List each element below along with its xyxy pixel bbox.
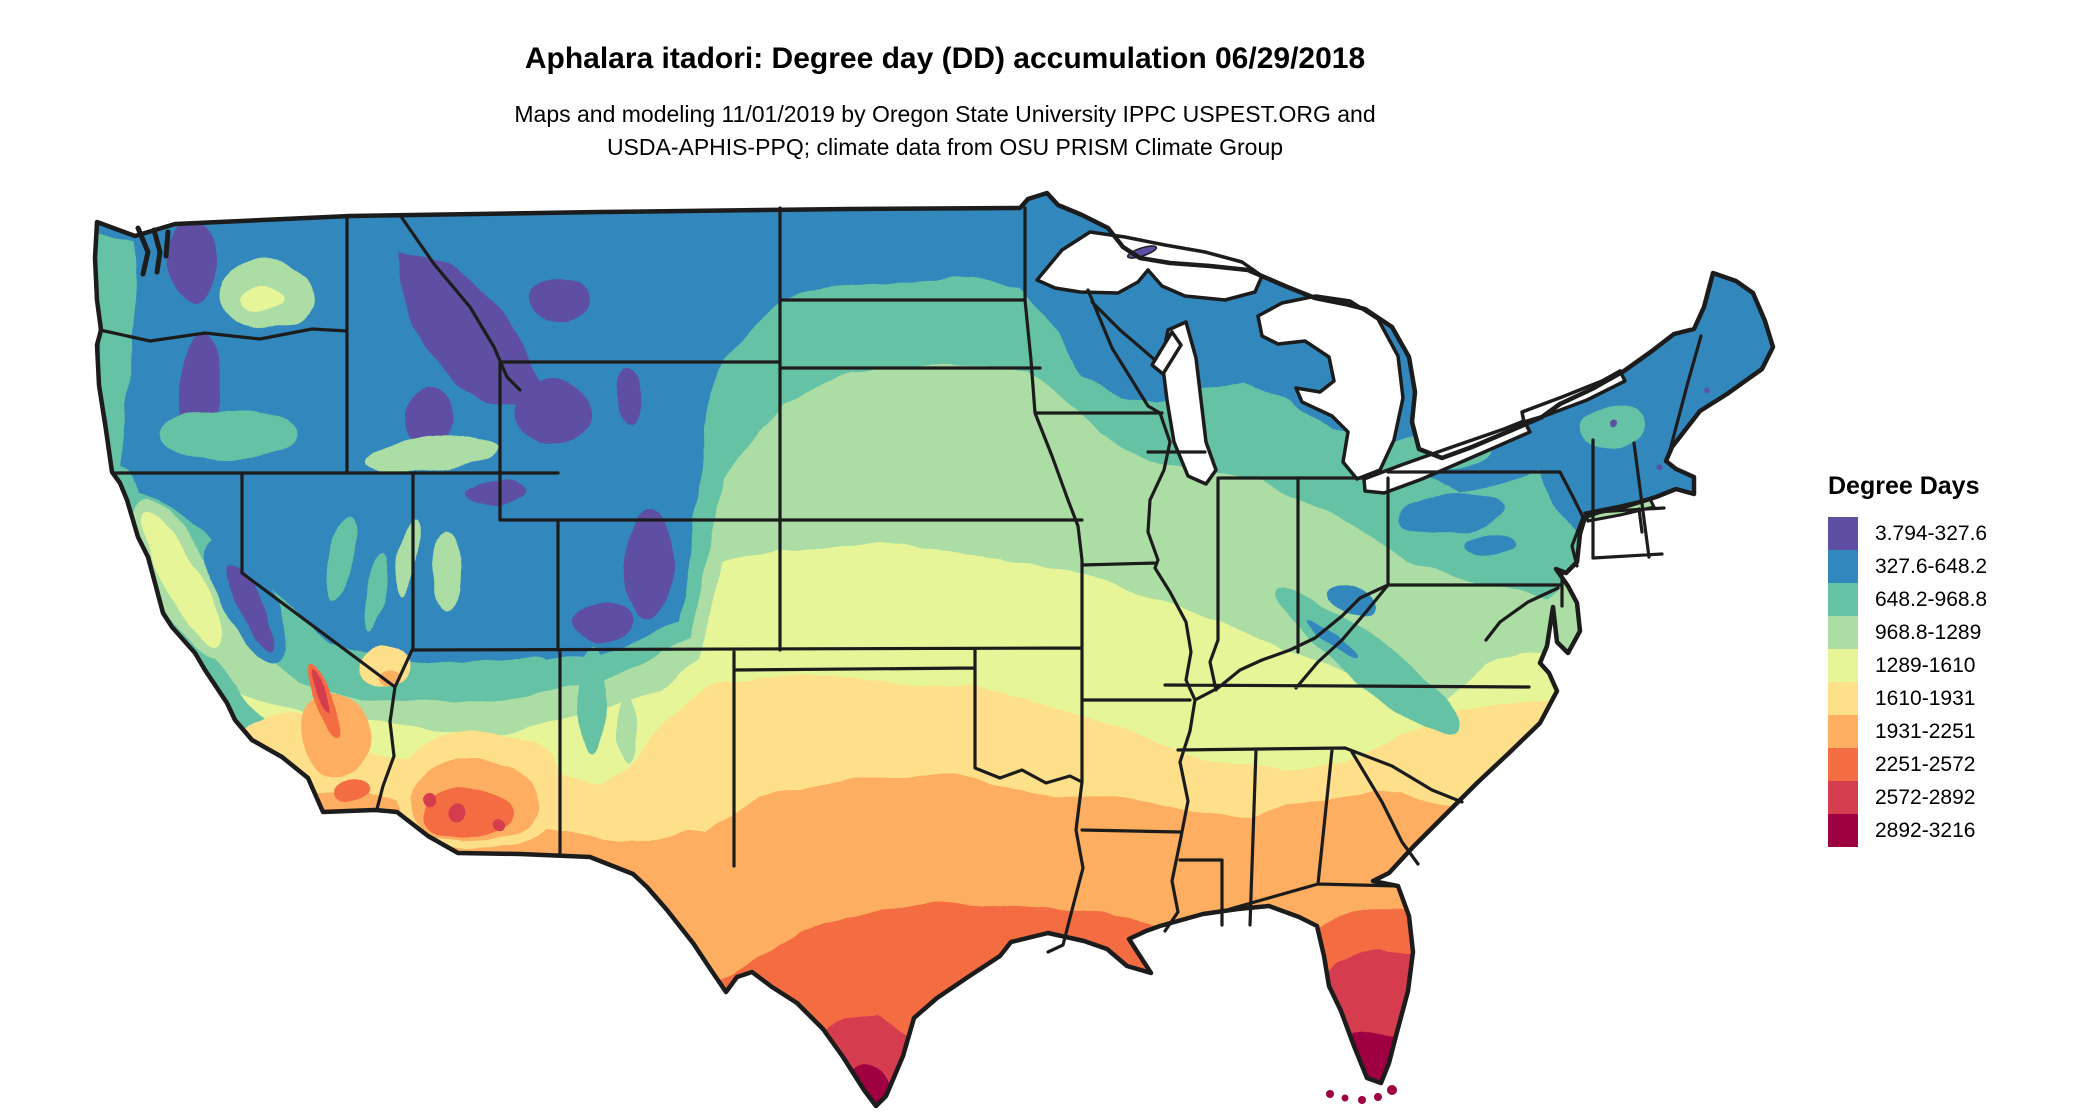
band-orange	[95, 902, 1773, 1106]
patch-uintas	[465, 480, 525, 504]
legend-row: 1610-1931	[1828, 682, 1987, 715]
key-dot	[1387, 1085, 1397, 1095]
legend-row: 968.8-1289	[1828, 616, 1987, 649]
patch-yellowstone	[514, 380, 590, 444]
legend-label: 1931-2251	[1875, 719, 1976, 743]
legend-label: 648.2-968.8	[1875, 587, 1988, 611]
legend-label: 2572-2892	[1875, 785, 1976, 809]
patch-sierra-crest	[227, 565, 277, 651]
patch-mogollon	[429, 654, 547, 696]
patch-bitterroots	[400, 250, 545, 404]
patch-nv-range1	[324, 516, 356, 604]
patch-yuma	[422, 794, 434, 806]
subtitle-line-1: Maps and modeling 11/01/2019 by Oregon S…	[514, 101, 1376, 127]
legend-row: 3.794-327.6	[1828, 517, 1987, 550]
patch-utah-valleys	[435, 532, 461, 612]
legend-swatch	[1828, 715, 1858, 748]
legend-label: 968.8-1289	[1875, 620, 1982, 644]
patch-death-valley	[312, 665, 332, 715]
legend-row: 2251-2572	[1828, 748, 1987, 781]
patch-nw-montana	[530, 278, 590, 322]
patch-alleghenies	[1397, 492, 1507, 536]
patch-nm-east-range	[616, 695, 636, 765]
legend-label: 2251-2572	[1875, 752, 1976, 776]
legend-swatch	[1828, 550, 1858, 583]
patch-blue-ridge	[1306, 619, 1358, 661]
legend-label: 3.794-327.6	[1875, 521, 1988, 545]
patch-appalachians	[1273, 587, 1463, 737]
legend-title: Degree Days	[1828, 472, 1980, 500]
patch-nm-mountains	[578, 645, 606, 755]
patch-maine-peak	[1703, 387, 1709, 393]
legend-swatch	[1828, 616, 1858, 649]
us-outline	[92, 190, 1776, 1109]
page-subtitle: Maps and modeling 11/01/2019 by Oregon S…	[0, 98, 1890, 164]
patch-san-juans	[570, 602, 634, 642]
patch-co-front-range	[624, 510, 672, 620]
patch-nv-range3	[398, 522, 422, 598]
patch-pa-ridges	[1465, 535, 1515, 557]
patch-imperial	[335, 780, 369, 804]
patch-tucson	[490, 819, 504, 833]
legend-swatch	[1828, 748, 1858, 781]
page-title: Aphalara itadori: Degree day (DD) accumu…	[524, 42, 1366, 75]
key-dot	[1341, 1094, 1349, 1102]
lake-michigan	[1160, 320, 1218, 486]
legend-label: 327.6-648.2	[1875, 554, 1988, 578]
patch-oregon-interior	[160, 409, 300, 461]
florida-keys	[1326, 1085, 1397, 1104]
patch-nv-range2	[362, 553, 390, 631]
patch-columbia-core	[240, 287, 284, 313]
legend-swatch	[1828, 682, 1858, 715]
legend-swatch	[1828, 583, 1858, 616]
legend-row: 2572-2892	[1828, 781, 1987, 814]
legend-swatch	[1828, 781, 1858, 814]
legend-row: 648.2-968.8	[1828, 583, 1987, 616]
key-dot	[1326, 1090, 1334, 1098]
legend-rows: 3.794-327.6 327.6-648.2 648.2-968.8 968.…	[1828, 517, 1987, 847]
patch-snake-plain	[364, 437, 500, 473]
patch-north-cascades	[166, 220, 218, 304]
legend-row: 1931-2251	[1828, 715, 1987, 748]
patch-adk-peak	[1608, 421, 1616, 429]
green-bay	[1150, 330, 1183, 376]
legend-label: 1610-1931	[1875, 686, 1976, 710]
patch-white-mtns	[1657, 467, 1663, 473]
legend-label: 1289-1610	[1875, 653, 1976, 677]
legend: Degree Days 3.794-327.6 327.6-648.2 648.…	[1828, 472, 1987, 847]
legend-row: 2892-3216	[1828, 814, 1987, 847]
patch-bighorn	[615, 370, 641, 426]
legend-swatch	[1828, 517, 1858, 550]
patch-sawtooth	[405, 390, 455, 450]
patch-wv-highlands	[1329, 583, 1375, 617]
legend-row: 1289-1610	[1828, 649, 1987, 682]
title-block: Aphalara itadori: Degree day (DD) accumu…	[0, 0, 1890, 164]
state-borders	[98, 206, 1703, 954]
legend-swatch	[1828, 814, 1858, 847]
lake-superior	[1035, 230, 1264, 302]
subtitle-line-2: USDA-APHIS-PPQ; climate data from OSU PR…	[606, 134, 1284, 160]
patch-central-valley	[142, 510, 222, 646]
key-dot	[1358, 1096, 1366, 1104]
legend-row: 327.6-648.2	[1828, 550, 1987, 583]
key-dot	[1374, 1093, 1382, 1101]
patch-phoenix	[446, 803, 464, 821]
legend-swatch	[1828, 649, 1858, 682]
legend-label: 2892-3216	[1875, 818, 1976, 842]
